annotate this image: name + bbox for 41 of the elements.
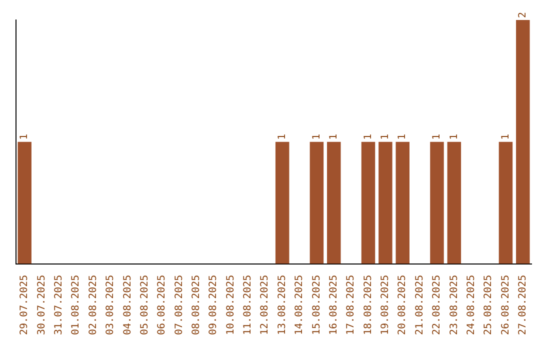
x-tick-label: 10.08.2025 [225, 274, 236, 336]
x-tick-label: 15.08.2025 [311, 274, 322, 336]
x-tick-label: 20.08.2025 [397, 274, 408, 336]
data-label: 1 [448, 134, 460, 140]
x-tick-label: 18.08.2025 [362, 274, 374, 336]
x-tick-label: 25.08.2025 [483, 274, 494, 336]
x-tick-label: 27.08.2025 [517, 274, 528, 336]
x-tick-label: 13.08.2025 [276, 274, 288, 336]
x-tick-label: 12.08.2025 [260, 274, 271, 336]
data-label: 1 [432, 134, 443, 140]
x-tick-label: 24.08.2025 [466, 274, 477, 336]
x-tick-label: 14.08.2025 [294, 274, 306, 336]
data-label: 1 [362, 134, 374, 140]
x-tick-label: 31.07.2025 [54, 274, 65, 336]
x-tick-label: 23.08.2025 [448, 274, 460, 336]
x-tick-label: 02.08.2025 [88, 274, 99, 336]
data-label: 1 [397, 134, 408, 140]
data-label: 1 [276, 134, 288, 140]
x-tick-label: 22.08.2025 [432, 274, 443, 336]
x-tick-label: 30.07.2025 [36, 274, 48, 336]
x-tick-label: 17.08.2025 [346, 274, 357, 336]
x-tick-label: 03.08.2025 [105, 274, 116, 336]
x-tick-label: 07.08.2025 [174, 274, 185, 336]
x-tick-label: 21.08.2025 [414, 274, 426, 336]
data-label: 1 [380, 134, 392, 140]
x-tick-label: 08.08.2025 [191, 274, 202, 336]
x-tick-label: 04.08.2025 [122, 274, 134, 336]
x-tick-label: 16.08.2025 [328, 274, 340, 336]
data-label: 1 [500, 134, 512, 140]
data-label: 2 [517, 12, 528, 18]
x-tick-label: 06.08.2025 [156, 274, 168, 336]
data-label: 1 [311, 134, 322, 140]
x-tick-label: 29.07.2025 [19, 274, 30, 336]
x-tick-label: 01.08.2025 [70, 274, 82, 336]
x-tick-label: 09.08.2025 [208, 274, 220, 336]
data-label: 1 [19, 134, 30, 140]
x-tick-label: 19.08.2025 [380, 274, 392, 336]
data-label: 1 [328, 134, 340, 140]
x-tick-label: 05.08.2025 [139, 274, 150, 336]
x-tick-label: 11.08.2025 [242, 274, 254, 336]
x-tick-label: 26.08.2025 [500, 274, 512, 336]
